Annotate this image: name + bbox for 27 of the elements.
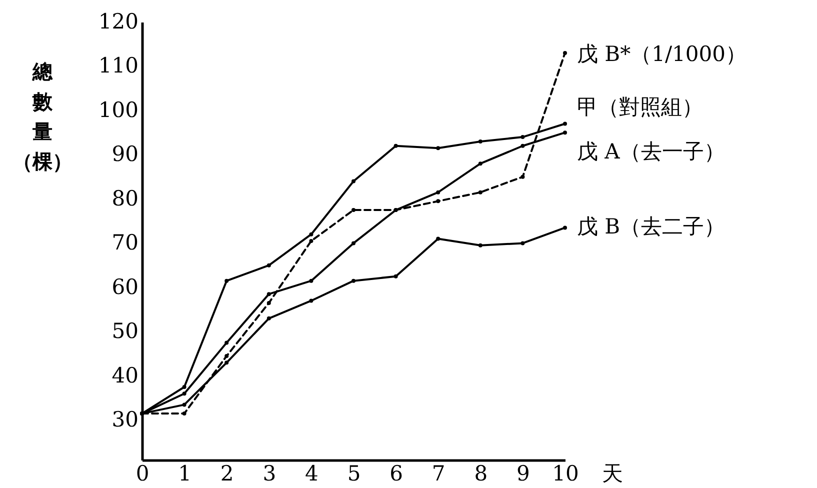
x-tick-label: 6 [390, 462, 403, 486]
series-label: 甲（對照組） [577, 94, 703, 119]
x-tick-label: 10 [552, 462, 579, 486]
y-tick-label: 40 [112, 363, 138, 388]
series-label: 戊 B*（1/1000） [577, 42, 746, 66]
x-tick-label: 4 [305, 462, 318, 486]
x-tick-label: 5 [347, 462, 361, 486]
y-tick-label: 80 [112, 186, 138, 210]
y-tick-label: 50 [112, 319, 138, 344]
x-axis-title: 天 [602, 462, 623, 486]
series-label: 戊 B（去二子） [577, 214, 726, 239]
y-tick-label: 60 [112, 274, 138, 299]
y-axis-title: 總數量（棵） [12, 60, 72, 174]
x-tick-label: 0 [136, 462, 150, 486]
x-tick-label: 9 [516, 462, 530, 486]
x-tick-label: 2 [220, 462, 234, 486]
x-tick-label: 3 [262, 462, 276, 486]
x-tick-label: 8 [474, 462, 488, 486]
y-tick-label: 110 [98, 54, 138, 78]
series-label: 戊 A（去一子） [577, 140, 725, 164]
x-tick-label: 7 [432, 462, 446, 486]
y-tick-label: 30 [112, 408, 138, 432]
y-tick-label: 90 [112, 142, 138, 166]
y-tick-label: 120 [98, 10, 138, 34]
x-tick-label: 1 [178, 462, 192, 486]
y-tick-label: 100 [98, 98, 138, 122]
y-tick-label: 70 [112, 230, 138, 255]
